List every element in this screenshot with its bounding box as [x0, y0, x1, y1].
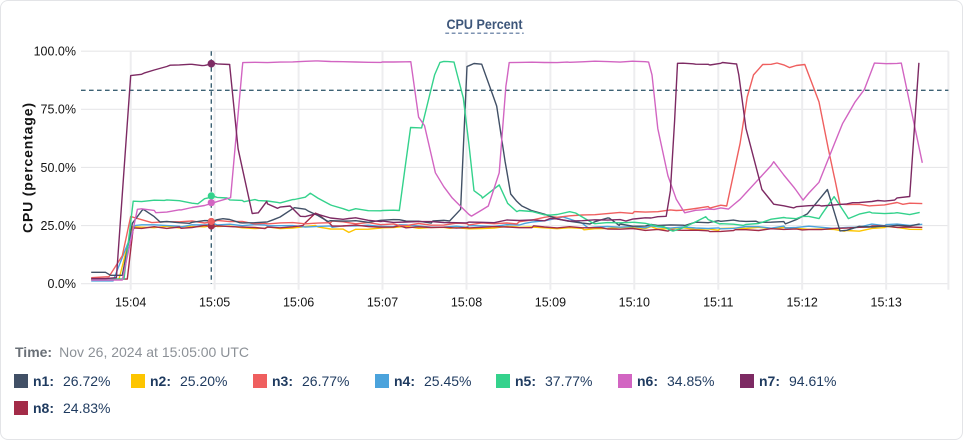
svg-text:15:13: 15:13 [871, 296, 902, 310]
svg-text:100.0%: 100.0% [34, 45, 76, 59]
svg-text:CPU (percentage): CPU (percentage) [20, 103, 36, 233]
svg-text:15:08: 15:08 [451, 296, 482, 310]
svg-text:15:05: 15:05 [199, 296, 230, 310]
svg-text:15:07: 15:07 [367, 296, 398, 310]
svg-text:15:12: 15:12 [787, 296, 818, 310]
svg-text:25.0%: 25.0% [41, 219, 76, 233]
svg-text:15:11: 15:11 [703, 296, 733, 310]
svg-text:15:09: 15:09 [535, 296, 566, 310]
svg-text:15:06: 15:06 [283, 296, 314, 310]
svg-text:CPU Percent: CPU Percent [447, 17, 523, 32]
svg-text:50.0%: 50.0% [41, 161, 76, 175]
svg-text:75.0%: 75.0% [41, 103, 76, 117]
svg-text:15:04: 15:04 [115, 296, 146, 310]
svg-text:15:10: 15:10 [619, 296, 650, 310]
svg-text:0.0%: 0.0% [48, 277, 77, 291]
